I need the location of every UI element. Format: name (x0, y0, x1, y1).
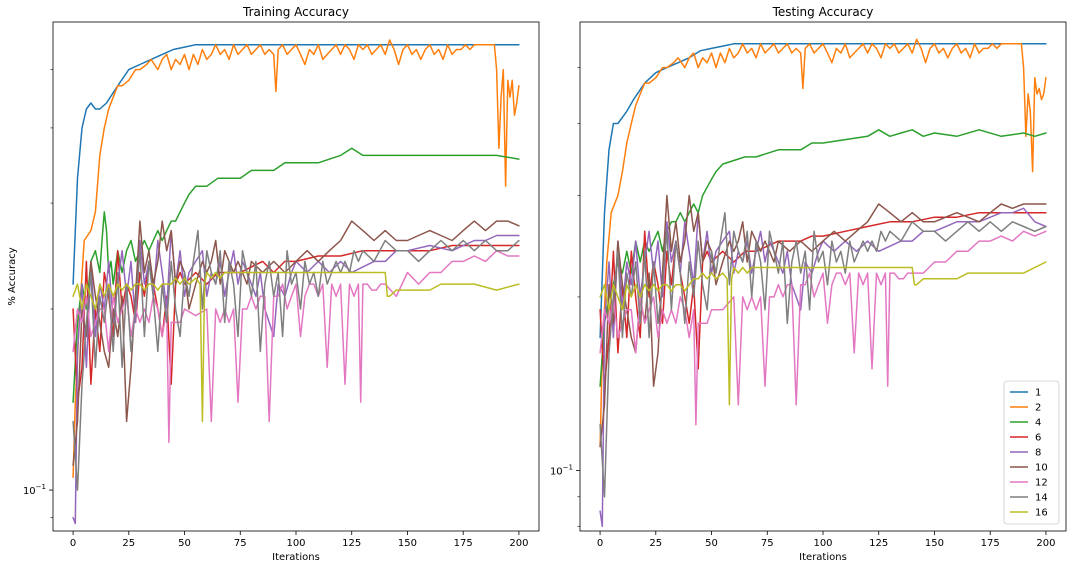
series-line-4 (72, 147, 520, 403)
series-line-4 (599, 129, 1047, 387)
x-tick-label: 200 (1036, 538, 1055, 549)
y-tick-label: 10−1 (550, 463, 573, 477)
x-tick-label: 50 (178, 538, 191, 549)
legend-label-1: 1 (1035, 388, 1041, 399)
x-tick-label: 0 (597, 538, 603, 549)
series-line-16 (72, 271, 520, 423)
x-tick-label: 25 (122, 538, 135, 549)
x-tick-label: 175 (981, 538, 1000, 549)
legend-label-2: 2 (1035, 403, 1041, 414)
legend-label-14: 14 (1035, 493, 1048, 504)
x-tick-label: 50 (705, 538, 718, 549)
y-tick-label: 10−1 (23, 483, 46, 497)
series-line-1 (72, 43, 520, 285)
x-axis-label: Iterations (799, 552, 847, 563)
x-tick-label: 75 (761, 538, 774, 549)
x-tick-label: 25 (649, 538, 662, 549)
x-tick-label: 125 (342, 538, 361, 549)
legend-label-4: 4 (1035, 418, 1041, 429)
series-line-1 (599, 43, 1047, 339)
series-line-6 (72, 244, 520, 403)
series-group (72, 39, 520, 525)
x-tick-label: 100 (286, 538, 305, 549)
series-line-14 (599, 211, 1047, 498)
series-line-16 (599, 261, 1047, 406)
series-group (599, 38, 1047, 528)
x-tick-label: 75 (234, 538, 247, 549)
y-axis-label: % Accuracy (7, 247, 18, 305)
x-axis-label: Iterations (272, 552, 320, 563)
x-tick-label: 150 (398, 538, 417, 549)
chart-title: Training Accuracy (242, 5, 349, 19)
legend-label-6: 6 (1035, 433, 1041, 444)
legend-label-8: 8 (1035, 448, 1041, 459)
legend-box (1003, 380, 1060, 525)
x-tick-label: 200 (509, 538, 528, 549)
x-tick-label: 0 (70, 538, 76, 549)
legend-label-12: 12 (1035, 478, 1048, 489)
subplot-2: 0 25 50 75 100 125 150 175 200 10−1 Testing Accura… (550, 5, 1067, 563)
chart-title: Testing Accuracy (772, 5, 874, 19)
subplot-1: 0 25 50 75 100 125 150 175 200 10−1 Training Accur… (7, 5, 540, 563)
series-line-12 (72, 249, 520, 444)
series-line-2 (72, 39, 520, 479)
series-line-14 (72, 229, 520, 491)
legend-label-10: 10 (1035, 463, 1048, 474)
x-tick-label: 100 (813, 538, 832, 549)
x-tick-label: 125 (869, 538, 888, 549)
legend-label-16: 16 (1035, 508, 1048, 519)
x-tick-label: 150 (925, 538, 944, 549)
x-tick-label: 175 (454, 538, 473, 549)
series-line-2 (599, 38, 1047, 448)
